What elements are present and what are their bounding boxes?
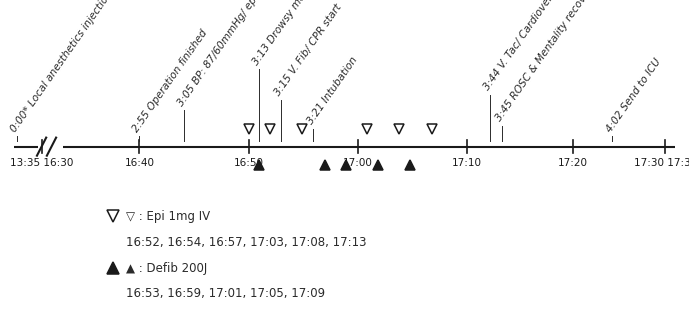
Text: 3:05 BP: 87/60mmHg/ ephedrine injected: 3:05 BP: 87/60mmHg/ ephedrine injected xyxy=(176,0,307,108)
Text: ▽ : Epi 1mg IV: ▽ : Epi 1mg IV xyxy=(126,210,210,223)
Text: 17:30 17:37: 17:30 17:37 xyxy=(634,158,689,168)
Text: 3:13 Drowsy mental state/ desaturation: 3:13 Drowsy mental state/ desaturation xyxy=(250,0,378,67)
Text: 16:50: 16:50 xyxy=(234,158,264,168)
Text: ▲ : Defib 200J: ▲ : Defib 200J xyxy=(126,262,207,275)
Text: 17:20: 17:20 xyxy=(557,158,588,168)
Text: 16:53, 16:59, 17:01, 17:05, 17:09: 16:53, 16:59, 17:01, 17:05, 17:09 xyxy=(126,287,325,300)
Text: 17:10: 17:10 xyxy=(452,158,482,168)
Text: 3:45 ROSC & Mentality recovered: 3:45 ROSC & Mentality recovered xyxy=(494,0,602,123)
Text: 13:35 16:30: 13:35 16:30 xyxy=(10,158,73,168)
Text: 16:40: 16:40 xyxy=(125,158,154,168)
Text: 17:00: 17:00 xyxy=(343,158,373,168)
Text: 4:02 Send to ICU: 4:02 Send to ICU xyxy=(604,56,663,134)
Text: 3:21 Intubation: 3:21 Intubation xyxy=(305,55,359,126)
Text: 2:55 Operation finished: 2:55 Operation finished xyxy=(132,27,209,134)
Text: 0:00* Local anesthetics injection: 0:00* Local anesthetics injection xyxy=(9,0,114,134)
Text: 3:44 V. Tac/ Cardioversion 50J: 3:44 V. Tac/ Cardioversion 50J xyxy=(482,0,579,92)
Text: 16:52, 16:54, 16:57, 17:03, 17:08, 17:13: 16:52, 16:54, 16:57, 17:03, 17:08, 17:13 xyxy=(126,236,367,249)
Text: 3:15 V. Fib/ CPR start: 3:15 V. Fib/ CPR start xyxy=(273,2,344,98)
